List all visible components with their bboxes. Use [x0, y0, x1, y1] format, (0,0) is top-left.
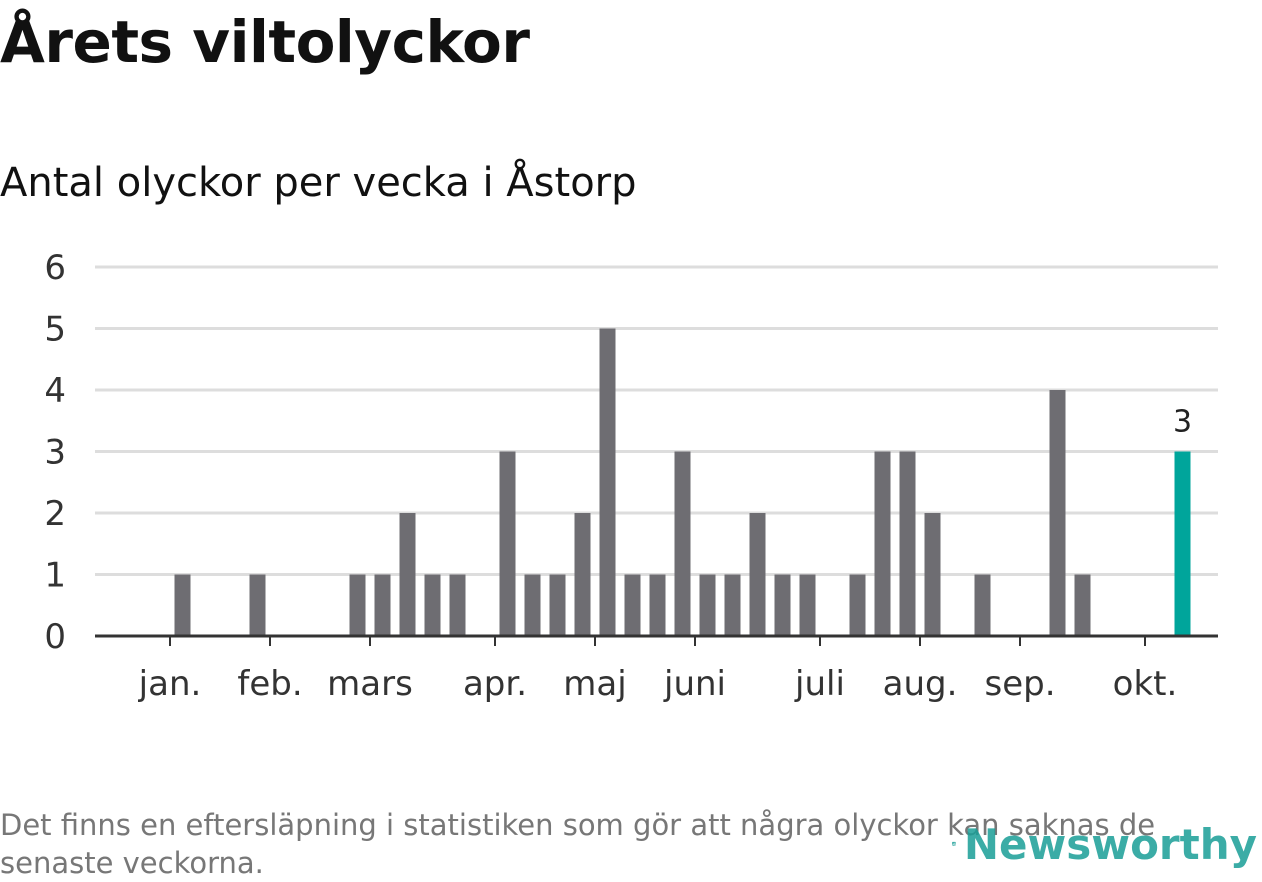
bar-chart-logo-icon — [952, 813, 956, 875]
newsworthy-logo: Newsworthy — [952, 812, 1257, 876]
x-tick-label-maj: maj — [563, 664, 626, 704]
bar-week-33 — [900, 452, 916, 637]
bar-week-36 — [975, 575, 991, 637]
y-tick-label-6: 6 — [44, 248, 66, 288]
x-tick-label-okt.: okt. — [1113, 664, 1178, 704]
bar-week-21 — [600, 329, 616, 637]
bar-week-24 — [675, 452, 691, 637]
bar-week-7 — [250, 575, 266, 637]
bar-week-34 — [925, 513, 941, 636]
x-tick-label-juli: juli — [794, 664, 845, 704]
bar-week-31 — [850, 575, 866, 637]
bar-week-39 — [1050, 390, 1066, 636]
logo-text: Newsworthy — [964, 820, 1257, 869]
bar-week-28 — [775, 575, 791, 637]
bar-week-14 — [425, 575, 441, 637]
y-tick-label-4: 4 — [44, 371, 66, 411]
y-tick-label-0: 0 — [44, 617, 66, 657]
bar-week-26 — [725, 575, 741, 637]
bar-week-4 — [175, 575, 191, 637]
y-tick-label-3: 3 — [44, 433, 66, 473]
x-tick-label-apr.: apr. — [463, 664, 527, 704]
highlight-value-label: 3 — [1173, 405, 1192, 440]
bar-week-22 — [625, 575, 641, 637]
bar-week-29 — [800, 575, 816, 637]
x-tick-label-mars: mars — [327, 664, 413, 704]
bar-week-23 — [650, 575, 666, 637]
bar-week-25 — [700, 575, 716, 637]
x-tick-label-feb.: feb. — [237, 664, 302, 704]
x-tick-label-jan.: jan. — [138, 664, 202, 704]
x-tick-label-juni: juni — [663, 664, 726, 704]
bar-week-13 — [400, 513, 416, 636]
x-tick-label-sep.: sep. — [984, 664, 1055, 704]
bar-week-18 — [525, 575, 541, 637]
bar-week-17 — [500, 452, 516, 637]
bar-highlight-week-44 — [1175, 452, 1191, 637]
bar-week-15 — [450, 575, 466, 637]
bar-week-12 — [375, 575, 391, 637]
bar-week-32 — [875, 452, 891, 637]
x-tick-label-aug.: aug. — [883, 664, 958, 704]
bar-week-40 — [1075, 575, 1091, 637]
y-tick-label-2: 2 — [44, 494, 66, 534]
bar-week-11 — [350, 575, 366, 637]
bar-week-27 — [750, 513, 766, 636]
y-tick-label-1: 1 — [44, 556, 66, 596]
bar-week-20 — [575, 513, 591, 636]
y-tick-label-5: 5 — [44, 310, 66, 350]
bar-week-19 — [550, 575, 566, 637]
